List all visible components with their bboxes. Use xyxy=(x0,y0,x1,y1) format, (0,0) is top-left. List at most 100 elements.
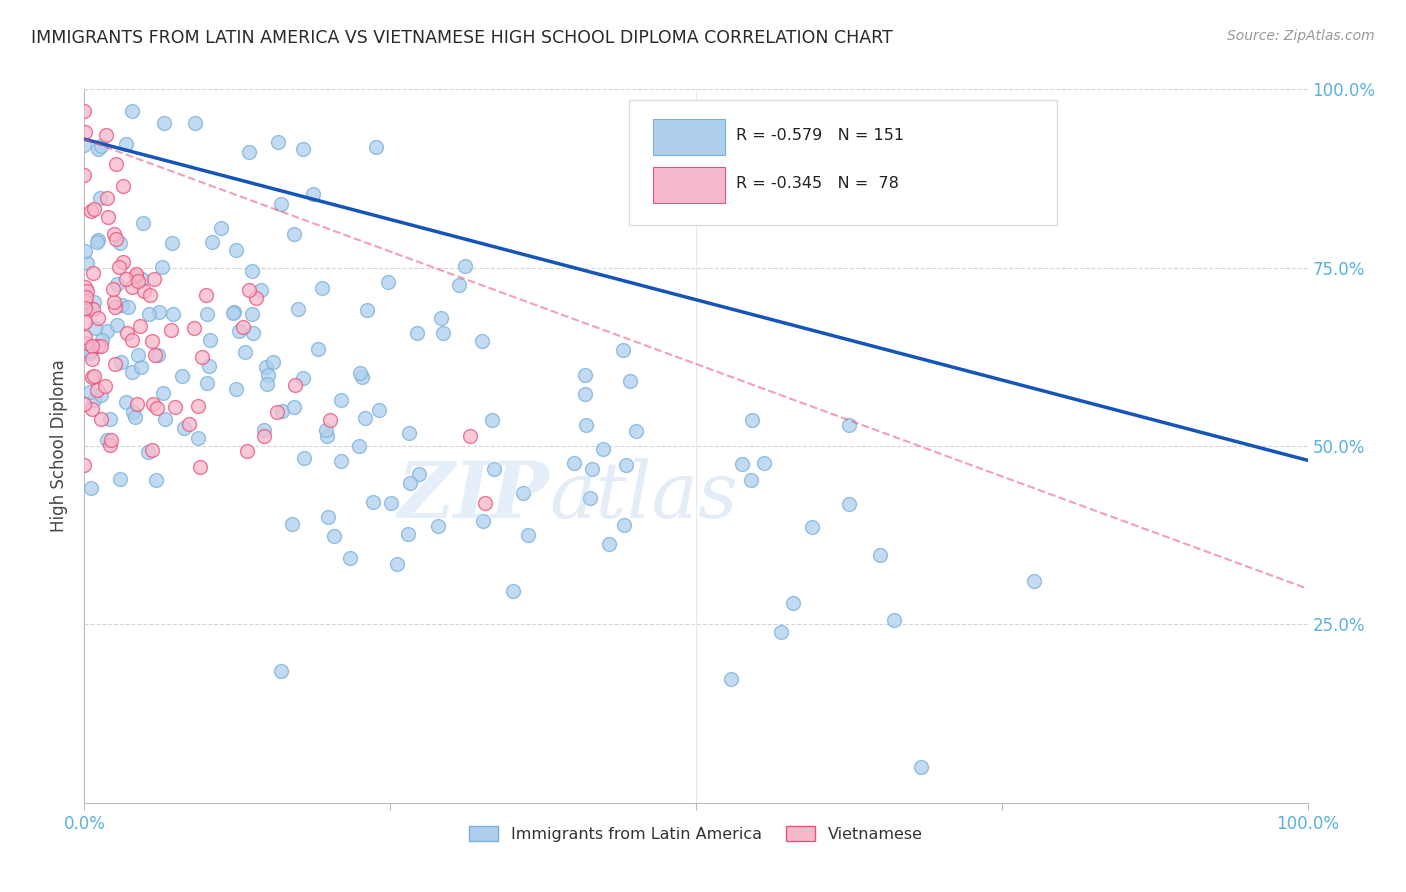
Point xyxy=(624,424,647,438)
Point xyxy=(242,264,264,278)
Point xyxy=(122,405,145,419)
Point xyxy=(430,311,453,326)
Point xyxy=(270,197,292,211)
Point xyxy=(90,388,112,402)
Point xyxy=(356,303,378,318)
Point xyxy=(105,277,128,291)
Point xyxy=(117,300,139,314)
Point xyxy=(141,334,163,348)
Point xyxy=(105,318,128,332)
Point xyxy=(87,141,110,155)
Point xyxy=(287,302,309,317)
Point xyxy=(132,284,155,298)
Point xyxy=(474,496,496,510)
Point xyxy=(79,385,101,400)
Point xyxy=(139,287,162,301)
Point xyxy=(79,346,101,360)
Point xyxy=(240,307,263,321)
Point xyxy=(302,187,325,202)
Point xyxy=(291,370,314,384)
Point xyxy=(83,295,105,310)
Text: Source: ZipAtlas.com: Source: ZipAtlas.com xyxy=(1227,29,1375,43)
Point xyxy=(350,369,373,384)
Point xyxy=(138,307,160,321)
Point xyxy=(75,335,97,350)
Point xyxy=(183,116,205,130)
Point xyxy=(612,343,634,357)
Point xyxy=(517,527,540,541)
Point xyxy=(100,433,122,447)
Point xyxy=(361,495,384,509)
Point xyxy=(730,457,752,471)
Point xyxy=(87,310,110,325)
Point xyxy=(98,438,121,452)
Point xyxy=(96,191,118,205)
Point xyxy=(349,366,371,380)
Point xyxy=(838,498,860,512)
Point xyxy=(432,326,454,340)
Point xyxy=(280,517,302,532)
Point xyxy=(121,103,143,118)
Point xyxy=(195,307,218,321)
Point xyxy=(396,527,419,541)
Point xyxy=(76,256,98,270)
Point xyxy=(82,352,104,367)
Point xyxy=(232,320,254,334)
FancyBboxPatch shape xyxy=(654,167,725,202)
Point xyxy=(73,103,96,118)
Point xyxy=(592,442,614,456)
Point xyxy=(249,283,271,297)
Point xyxy=(482,462,505,476)
Point xyxy=(720,673,742,687)
Point xyxy=(200,333,222,347)
Point xyxy=(284,378,307,392)
Point xyxy=(129,319,152,334)
Point xyxy=(195,376,218,390)
Point xyxy=(127,275,149,289)
Point xyxy=(73,125,96,139)
Point xyxy=(73,138,96,153)
Point xyxy=(108,235,131,250)
Point xyxy=(502,583,524,598)
Point xyxy=(114,395,136,409)
Point xyxy=(115,272,138,286)
Point xyxy=(121,280,143,294)
Point xyxy=(79,344,101,359)
Point xyxy=(574,387,596,401)
Point xyxy=(222,306,245,320)
Point xyxy=(131,216,153,230)
Point xyxy=(73,330,96,344)
Point xyxy=(83,202,105,216)
Point xyxy=(146,401,169,415)
Point xyxy=(89,191,111,205)
Point xyxy=(145,473,167,487)
Point xyxy=(142,397,165,411)
Point xyxy=(103,227,125,242)
Point xyxy=(283,400,305,414)
Text: R = -0.345   N =  78: R = -0.345 N = 78 xyxy=(737,176,900,191)
Point xyxy=(315,424,337,438)
Point xyxy=(266,405,288,419)
Point xyxy=(225,243,247,257)
Point xyxy=(581,462,603,476)
Point xyxy=(90,339,112,353)
Point xyxy=(75,244,97,258)
Point xyxy=(197,359,219,374)
Point xyxy=(209,221,232,235)
Point xyxy=(115,326,138,340)
Point xyxy=(141,442,163,457)
Point xyxy=(75,280,97,294)
Point xyxy=(752,456,775,470)
Point xyxy=(800,519,823,533)
Point xyxy=(87,233,110,247)
Point xyxy=(121,334,143,348)
Point xyxy=(148,305,170,319)
Point xyxy=(347,439,370,453)
Point xyxy=(262,355,284,369)
Point xyxy=(136,445,159,459)
Point xyxy=(235,345,257,359)
FancyBboxPatch shape xyxy=(654,120,725,155)
Point xyxy=(75,290,97,304)
Point xyxy=(73,458,96,473)
Point xyxy=(398,425,420,440)
